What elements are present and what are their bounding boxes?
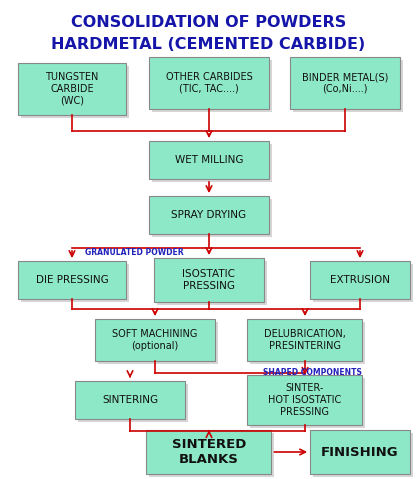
Text: DELUBRICATION,
PRESINTERING: DELUBRICATION, PRESINTERING [264, 329, 346, 351]
FancyBboxPatch shape [146, 430, 271, 474]
FancyBboxPatch shape [149, 57, 269, 109]
Text: OTHER CARBIDES
(TIC, TAC....): OTHER CARBIDES (TIC, TAC....) [166, 72, 252, 94]
FancyBboxPatch shape [154, 258, 264, 302]
Text: SHAPED COMPONENTS: SHAPED COMPONENTS [263, 368, 362, 377]
FancyBboxPatch shape [251, 378, 365, 428]
FancyBboxPatch shape [313, 264, 413, 302]
FancyBboxPatch shape [293, 60, 403, 112]
FancyBboxPatch shape [21, 264, 129, 302]
Text: EXTRUSION: EXTRUSION [330, 275, 390, 285]
FancyBboxPatch shape [248, 319, 362, 361]
Text: SINTERED
BLANKS: SINTERED BLANKS [172, 438, 246, 466]
FancyBboxPatch shape [75, 381, 185, 419]
FancyBboxPatch shape [18, 261, 126, 299]
FancyBboxPatch shape [150, 433, 274, 477]
FancyBboxPatch shape [157, 261, 267, 305]
FancyBboxPatch shape [149, 196, 269, 234]
Text: DIE PRESSING: DIE PRESSING [35, 275, 108, 285]
Text: SOFT MACHINING
(optional): SOFT MACHINING (optional) [112, 329, 198, 351]
Text: WET MILLING: WET MILLING [175, 155, 243, 165]
FancyBboxPatch shape [251, 322, 365, 364]
Text: ISOSTATIC
PRESSING: ISOSTATIC PRESSING [183, 269, 236, 291]
Text: SINTERING: SINTERING [102, 395, 158, 405]
Text: SPRAY DRYING: SPRAY DRYING [171, 210, 246, 220]
FancyBboxPatch shape [78, 384, 188, 422]
FancyBboxPatch shape [149, 141, 269, 179]
Text: HARDMETAL (CEMENTED CARBIDE): HARDMETAL (CEMENTED CARBIDE) [51, 36, 366, 52]
Text: CONSOLIDATION OF POWDERS: CONSOLIDATION OF POWDERS [71, 14, 346, 30]
FancyBboxPatch shape [152, 60, 272, 112]
Text: TUNGSTEN
CARBIDE
(WC): TUNGSTEN CARBIDE (WC) [45, 72, 99, 105]
FancyBboxPatch shape [152, 199, 272, 237]
FancyBboxPatch shape [310, 430, 410, 474]
Text: SINTER-
HOT ISOSTATIC
PRESSING: SINTER- HOT ISOSTATIC PRESSING [269, 383, 342, 417]
FancyBboxPatch shape [18, 63, 126, 115]
FancyBboxPatch shape [95, 319, 215, 361]
FancyBboxPatch shape [248, 375, 362, 425]
FancyBboxPatch shape [290, 57, 400, 109]
FancyBboxPatch shape [313, 433, 413, 477]
FancyBboxPatch shape [152, 144, 272, 182]
Text: GRANULATED POWDER: GRANULATED POWDER [85, 248, 183, 257]
Text: BINDER METAL(S)
(Co,Ni....): BINDER METAL(S) (Co,Ni....) [302, 72, 388, 94]
FancyBboxPatch shape [21, 66, 129, 118]
FancyBboxPatch shape [98, 322, 218, 364]
Text: FINISHING: FINISHING [321, 445, 399, 458]
FancyBboxPatch shape [310, 261, 410, 299]
